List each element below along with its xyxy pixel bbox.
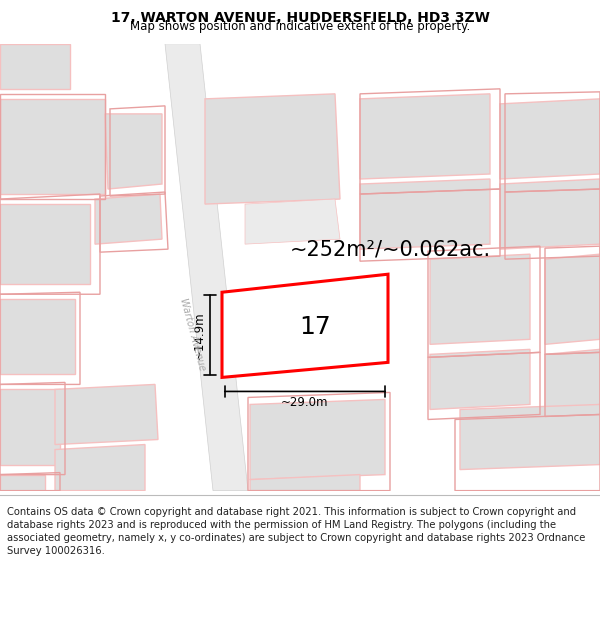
Text: ~252m²/~0.062ac.: ~252m²/~0.062ac.	[289, 239, 491, 259]
Text: Warton Avenue: Warton Avenue	[178, 297, 208, 372]
Polygon shape	[545, 254, 600, 344]
Text: Contains OS data © Crown copyright and database right 2021. This information is : Contains OS data © Crown copyright and d…	[7, 507, 586, 556]
Polygon shape	[500, 99, 600, 179]
Text: Map shows position and indicative extent of the property.: Map shows position and indicative extent…	[130, 20, 470, 32]
Text: 17, WARTON AVENUE, HUDDERSFIELD, HD3 3ZW: 17, WARTON AVENUE, HUDDERSFIELD, HD3 3ZW	[110, 11, 490, 25]
Polygon shape	[250, 399, 385, 479]
Polygon shape	[0, 389, 60, 464]
Polygon shape	[0, 474, 45, 491]
Polygon shape	[430, 349, 530, 409]
Polygon shape	[545, 349, 600, 409]
Polygon shape	[105, 114, 162, 189]
Polygon shape	[222, 274, 388, 378]
Polygon shape	[360, 94, 490, 179]
Polygon shape	[205, 94, 340, 204]
Polygon shape	[55, 384, 158, 444]
Polygon shape	[165, 44, 248, 491]
Polygon shape	[95, 194, 162, 244]
Polygon shape	[0, 299, 75, 374]
Polygon shape	[250, 474, 360, 491]
Polygon shape	[500, 179, 600, 249]
Polygon shape	[0, 204, 90, 284]
Polygon shape	[430, 254, 530, 344]
Polygon shape	[55, 444, 145, 491]
Polygon shape	[460, 404, 600, 469]
Polygon shape	[360, 179, 490, 249]
Text: 17: 17	[299, 315, 331, 339]
Polygon shape	[0, 44, 70, 89]
Polygon shape	[245, 199, 340, 244]
Text: ~29.0m: ~29.0m	[281, 396, 329, 409]
Text: ~14.9m: ~14.9m	[193, 311, 206, 359]
Polygon shape	[0, 99, 105, 194]
